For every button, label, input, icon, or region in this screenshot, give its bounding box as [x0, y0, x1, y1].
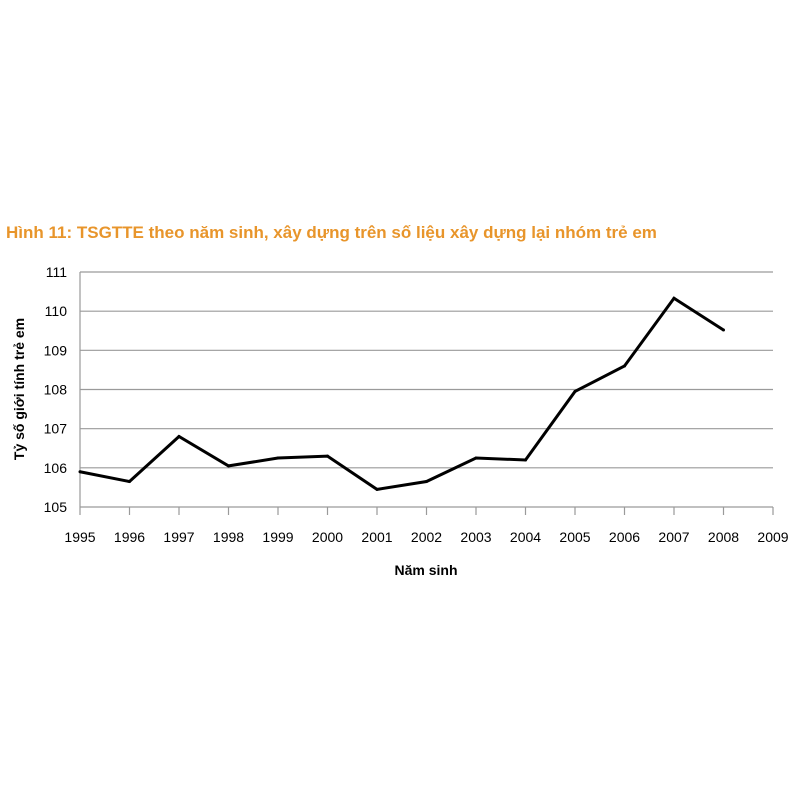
x-tick-label: 1998	[213, 529, 244, 545]
x-tick-label: 1999	[262, 529, 293, 545]
y-tick-label: 106	[44, 460, 68, 476]
series-line	[79, 296, 725, 491]
x-tick-label: 2003	[460, 529, 491, 545]
x-tick-labels: 1995 1996 1997 1998 1999 2000 2001 2002 2003 2004…	[64, 529, 788, 545]
data-point-2004	[524, 458, 527, 462]
axes	[79, 272, 774, 515]
series-layer	[78, 296, 725, 491]
y-tick-label: 108	[44, 382, 68, 398]
data-point-2005	[573, 389, 577, 393]
x-tick-label: 2006	[609, 529, 640, 545]
x-tick-label: 2000	[312, 529, 343, 545]
chart-title: Hình 11: TSGTTE theo năm sinh, xây dựng …	[6, 223, 657, 242]
x-tick-label: 2009	[757, 529, 788, 545]
y-tick-label: 111	[46, 264, 67, 280]
x-tick-label: 1997	[163, 529, 194, 545]
data-point-1998	[227, 464, 230, 468]
data-point-2003	[474, 456, 478, 460]
data-point-2001	[375, 487, 379, 491]
data-point-2008	[722, 328, 725, 332]
x-tick-label: 2007	[658, 529, 689, 545]
data-point-1996	[128, 480, 131, 484]
y-axis-title: Tỷ số giới tính trẻ em	[11, 318, 27, 460]
x-tick-label: 1996	[114, 529, 145, 545]
x-tick-label: 2001	[361, 529, 392, 545]
x-tick-label: 2008	[708, 529, 739, 545]
data-point-2002	[425, 480, 428, 484]
y-tick-labels: 105 106 107 108 109 110 111	[44, 264, 68, 515]
x-tick-label: 2002	[411, 529, 442, 545]
x-tick-label: 2005	[559, 529, 590, 545]
x-tick-label: 2004	[510, 529, 541, 545]
y-tick-label: 107	[44, 421, 68, 437]
data-point-1999	[276, 456, 280, 460]
data-point-1995	[78, 470, 82, 474]
y-tick-label: 110	[45, 303, 68, 319]
x-axis-title: Năm sinh	[394, 562, 457, 578]
x-tick-label: 1995	[64, 529, 95, 545]
y-tick-label: 109	[44, 342, 68, 358]
data-point-2000	[326, 454, 329, 458]
data-point-2006	[623, 364, 626, 368]
y-tick-label: 105	[44, 499, 68, 515]
data-point-1997	[177, 435, 181, 438]
data-point-2007	[672, 296, 676, 300]
